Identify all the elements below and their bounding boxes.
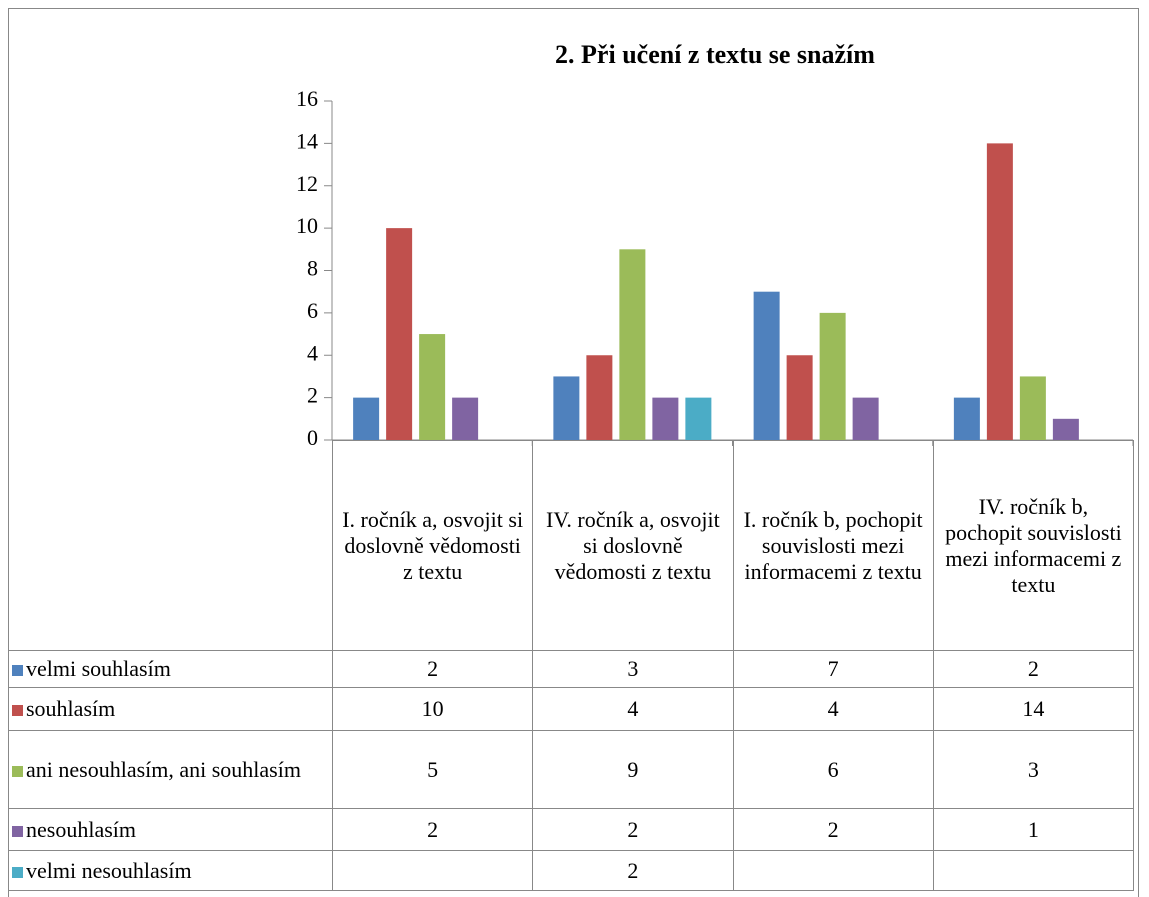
- y-tick-label: 6: [307, 298, 318, 323]
- legend-key: [12, 765, 23, 777]
- blank-cell: [9, 441, 333, 651]
- table-cell: 14: [932, 687, 1135, 731]
- table-cell: 2: [331, 650, 534, 688]
- series-row: velmi nesouhlasím 2: [8, 850, 1135, 891]
- y-tick-label: 4: [307, 340, 318, 365]
- y-tick-label: 10: [296, 213, 318, 238]
- table-cell: 3: [532, 650, 734, 688]
- table-cell: [732, 850, 934, 891]
- table-cell: 2: [532, 808, 734, 851]
- bar: [353, 397, 380, 440]
- legend-cell: nesouhlasím: [8, 808, 333, 851]
- header-row: I. ročník a, osvojit si doslovně vědomos…: [9, 440, 1135, 651]
- table-cell: 1: [932, 808, 1135, 851]
- bar: [986, 143, 1013, 440]
- legend-label: velmi souhlasím: [26, 656, 171, 681]
- table-value: 2: [427, 656, 439, 681]
- legend-cell: velmi souhlasím: [8, 650, 333, 688]
- bar: [553, 376, 580, 440]
- bar: [586, 355, 613, 440]
- table-cell: 6: [732, 730, 934, 809]
- bar: [819, 312, 846, 440]
- series-row: ani nesouhlasím, ani souhlasím 5 9 6 3: [8, 730, 1135, 809]
- bar: [786, 355, 813, 440]
- legend-label: souhlasím: [26, 696, 116, 721]
- y-tick-label: 8: [307, 256, 318, 281]
- y-tick-label: 16: [296, 86, 318, 111]
- table-value: 2: [827, 816, 839, 842]
- table-value: 2: [1027, 656, 1039, 681]
- bar: [953, 397, 980, 440]
- bar: [452, 397, 479, 440]
- series-row: nesouhlasím 2 2 2 1: [8, 808, 1135, 851]
- legend-label: nesouhlasím: [26, 816, 136, 842]
- y-tick-label: 2: [307, 383, 318, 408]
- table-cell: 2: [331, 808, 534, 851]
- bar: [753, 291, 780, 440]
- legend-label: ani nesouhlasím, ani souhlasím: [26, 756, 301, 782]
- bar: [852, 397, 879, 440]
- table-cell: 5: [331, 730, 534, 809]
- series-row: velmi souhlasím 2 3 7 2: [8, 650, 1135, 688]
- table-value: 2: [627, 857, 639, 883]
- series-row: souhlasím 10 4 4 14: [8, 687, 1135, 731]
- legend-cell: souhlasím: [8, 687, 333, 731]
- table-cell: 2: [932, 650, 1135, 688]
- table-value: 10: [421, 696, 444, 721]
- legend-cell: ani nesouhlasím, ani souhlasím: [8, 730, 333, 809]
- bar: [652, 397, 679, 440]
- category-label: I. ročník b, pochopit souvislosti mezi i…: [732, 440, 934, 651]
- table-cell: 9: [532, 730, 734, 809]
- chart-frame: [8, 8, 1139, 897]
- bar: [386, 228, 413, 440]
- table-cell: 2: [532, 850, 734, 891]
- chart-title: 2. Při učení z textu se snažím: [555, 40, 875, 69]
- table-cell: 4: [732, 687, 934, 731]
- table-cell: [932, 850, 1135, 891]
- legend-key: [12, 705, 23, 716]
- table-value: 6: [827, 756, 839, 782]
- y-tick-label: 12: [296, 171, 318, 196]
- y-tick-label: 14: [296, 128, 318, 153]
- table-cell: 7: [732, 650, 934, 688]
- table-cell: 3: [932, 730, 1135, 809]
- table-cell: 10: [331, 687, 534, 731]
- category-label: IV. ročník b, pochopit souvislosti mezi …: [932, 440, 1135, 651]
- bar: [1052, 418, 1079, 440]
- bar: [419, 334, 446, 440]
- table-value: 7: [827, 656, 839, 681]
- table-value: 9: [627, 756, 639, 782]
- legend-key: [12, 866, 23, 878]
- table-value: 2: [427, 816, 439, 842]
- table-cell: [331, 850, 534, 891]
- category-label: I. ročník a, osvojit si doslovně vědomos…: [331, 440, 534, 651]
- category-label: IV. ročník a, osvojit si doslovně vědomo…: [532, 440, 734, 651]
- y-tick-label: 0: [307, 425, 318, 450]
- table-value: 3: [627, 656, 639, 681]
- table-cell: 2: [732, 808, 934, 851]
- table-cell: 4: [532, 687, 734, 731]
- table-value: 5: [427, 756, 439, 782]
- table-value: 3: [1027, 756, 1039, 782]
- legend-cell: velmi nesouhlasím: [8, 850, 333, 891]
- table-value: 4: [827, 696, 839, 721]
- bar: [685, 397, 712, 440]
- table-value: 2: [627, 816, 639, 842]
- data-table: I. ročník a, osvojit si doslovně vědomos…: [8, 440, 1135, 891]
- bar: [619, 249, 646, 440]
- table-value: 4: [627, 696, 639, 721]
- table-value: 14: [1022, 696, 1045, 721]
- legend-key: [12, 825, 23, 837]
- legend-label: velmi nesouhlasím: [26, 857, 192, 883]
- bar: [1019, 376, 1046, 440]
- legend-key: [12, 665, 23, 676]
- table-value: 1: [1027, 816, 1039, 842]
